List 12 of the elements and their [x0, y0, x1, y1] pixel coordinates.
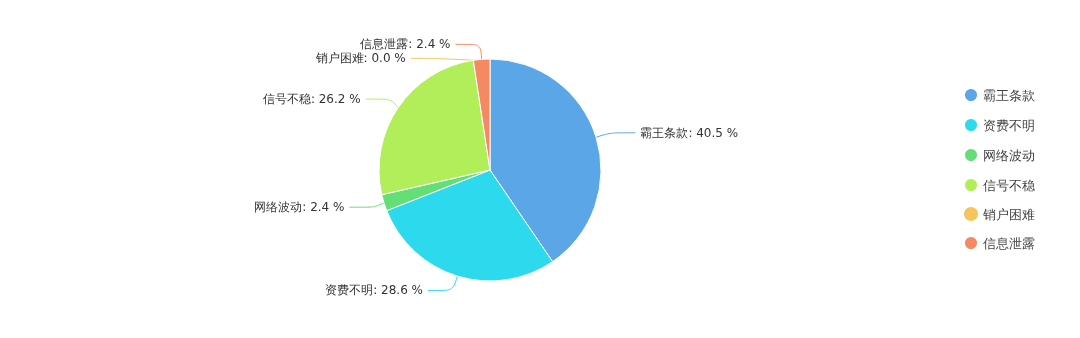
legend-label: 资费不明 [983, 117, 1035, 133]
legend-label: 霸王条款 [983, 87, 1035, 103]
data-label: 资费不明: 28.6 % [325, 283, 423, 298]
text: 销户困难: 0.0 % [315, 51, 406, 66]
legend-label: 网络波动 [983, 147, 1035, 163]
data-label: 信号不稳: 26.2 % [262, 92, 361, 107]
legend-label: 信号不稳 [983, 177, 1035, 193]
legend-label: 信息泄露 [983, 235, 1035, 251]
data-label: 信息泄露: 2.4 % [360, 37, 451, 52]
data-label: 霸王条款: 40.5 % [640, 125, 739, 140]
data-label: 网络波动: 2.4 % [254, 200, 345, 215]
legend-label: 销户困难 [982, 206, 1035, 222]
